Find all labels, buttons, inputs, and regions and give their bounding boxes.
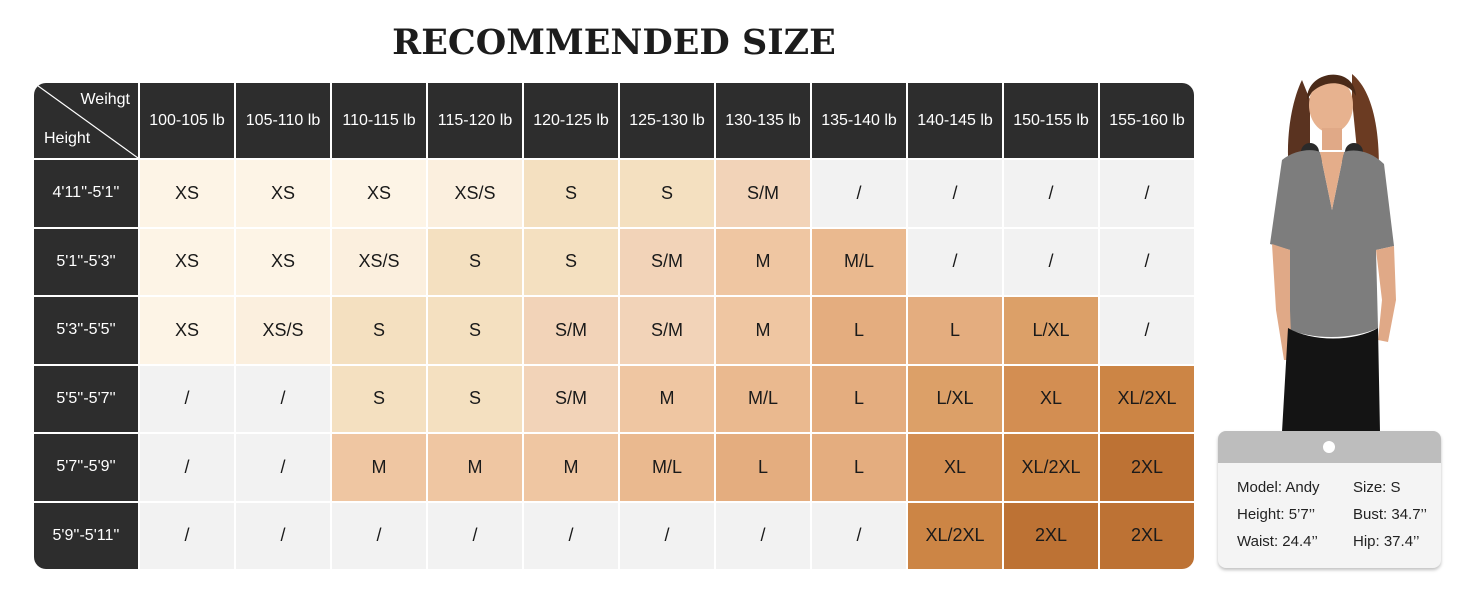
size-cell: /	[236, 365, 330, 432]
size-cell: M	[716, 297, 810, 364]
model-hip: Hip: 37.4’’	[1353, 533, 1420, 550]
size-cell: 2XL	[1004, 502, 1098, 569]
size-cell: XS/S	[236, 297, 330, 364]
size-cell: S	[428, 228, 522, 295]
size-cell: S	[524, 160, 618, 227]
size-cell: /	[332, 502, 426, 569]
height-header: 5'1''-5'3''	[34, 228, 138, 295]
size-cell: M	[428, 434, 522, 501]
weight-header: 140-145 lb	[908, 83, 1002, 158]
size-cell: L/XL	[908, 365, 1002, 432]
size-cell: /	[140, 434, 234, 501]
size-cell: /	[140, 365, 234, 432]
size-cell: /	[236, 502, 330, 569]
size-cell: M/L	[812, 228, 906, 295]
size-cell: L/XL	[1004, 297, 1098, 364]
weight-header: 125-130 lb	[620, 83, 714, 158]
size-cell: M	[332, 434, 426, 501]
size-cell: /	[1004, 160, 1098, 227]
size-cell: XS	[236, 160, 330, 227]
size-cell: M	[620, 365, 714, 432]
weight-header: 120-125 lb	[524, 83, 618, 158]
size-cell: XL	[1004, 365, 1098, 432]
size-cell: S	[524, 228, 618, 295]
weight-header: 130-135 lb	[716, 83, 810, 158]
size-cell: XL/2XL	[1100, 365, 1194, 432]
model-waist: Waist: 24.4’’	[1237, 533, 1318, 550]
size-cell: XS	[140, 228, 234, 295]
height-axis-label: Height	[44, 130, 91, 147]
size-chart-table: Weihgt Height 100-105 lb 105-110 lb 110-11…	[34, 83, 1194, 569]
size-cell: XL/2XL	[1004, 434, 1098, 501]
size-cell: /	[908, 160, 1002, 227]
size-cell: XS	[332, 160, 426, 227]
size-cell: /	[140, 502, 234, 569]
size-cell: M	[716, 228, 810, 295]
weight-header: 135-140 lb	[812, 83, 906, 158]
size-cell: /	[1100, 228, 1194, 295]
size-cell: S	[428, 365, 522, 432]
model-bust: Bust: 34.7’’	[1353, 506, 1427, 523]
height-header: 5'7''-5'9''	[34, 434, 138, 501]
size-cell: L	[908, 297, 1002, 364]
size-cell: /	[812, 502, 906, 569]
size-cell: L	[812, 297, 906, 364]
model-photo	[1270, 74, 1396, 432]
size-cell: XL/2XL	[908, 502, 1002, 569]
height-header: 4'11''-5'1''	[34, 160, 138, 227]
size-cell: /	[1100, 297, 1194, 364]
size-cell: S/M	[524, 297, 618, 364]
size-cell: /	[428, 502, 522, 569]
tag-hole-icon	[1323, 441, 1335, 453]
size-cell: M	[524, 434, 618, 501]
corner-header: Weihgt Height	[34, 83, 138, 158]
model-info-tag: Model: Andy Size: S Height: 5’7’’ Bust: …	[1218, 431, 1441, 568]
diagonal-divider	[34, 83, 138, 158]
size-cell: S	[428, 297, 522, 364]
size-cell: S	[332, 297, 426, 364]
size-cell: XS	[140, 160, 234, 227]
model-height: Height: 5’7’’	[1237, 506, 1316, 523]
size-cell: /	[236, 434, 330, 501]
size-cell: /	[908, 228, 1002, 295]
size-cell: M/L	[620, 434, 714, 501]
size-cell: S/M	[716, 160, 810, 227]
model-name: Model: Andy	[1237, 479, 1320, 496]
size-cell: /	[524, 502, 618, 569]
page-title: RECOMMENDED SIZE	[392, 22, 836, 63]
weight-header: 110-115 lb	[332, 83, 426, 158]
size-cell: L	[812, 365, 906, 432]
tag-header	[1218, 431, 1441, 463]
size-cell: XS/S	[428, 160, 522, 227]
weight-header: 155-160 lb	[1100, 83, 1194, 158]
height-header: 5'9''-5'11''	[34, 502, 138, 569]
size-cell: M/L	[716, 365, 810, 432]
weight-header: 150-155 lb	[1004, 83, 1098, 158]
height-header: 5'3''-5'5''	[34, 297, 138, 364]
size-cell: /	[812, 160, 906, 227]
size-cell: XL	[908, 434, 1002, 501]
size-cell: S/M	[620, 228, 714, 295]
weight-axis-label: Weihgt	[80, 91, 130, 108]
size-cell: /	[1004, 228, 1098, 295]
size-cell: XS	[236, 228, 330, 295]
size-cell: /	[620, 502, 714, 569]
model-size: Size: S	[1353, 479, 1401, 496]
size-cell: L	[812, 434, 906, 501]
size-cell: S/M	[524, 365, 618, 432]
size-cell: L	[716, 434, 810, 501]
size-cell: S	[620, 160, 714, 227]
size-cell: S/M	[620, 297, 714, 364]
size-cell: /	[1100, 160, 1194, 227]
size-cell: XS/S	[332, 228, 426, 295]
size-cell: 2XL	[1100, 434, 1194, 501]
height-header: 5'5''-5'7''	[34, 365, 138, 432]
size-cell: S	[332, 365, 426, 432]
size-cell: 2XL	[1100, 502, 1194, 569]
weight-header: 105-110 lb	[236, 83, 330, 158]
size-cell: /	[716, 502, 810, 569]
weight-header: 100-105 lb	[140, 83, 234, 158]
weight-header: 115-120 lb	[428, 83, 522, 158]
size-cell: XS	[140, 297, 234, 364]
